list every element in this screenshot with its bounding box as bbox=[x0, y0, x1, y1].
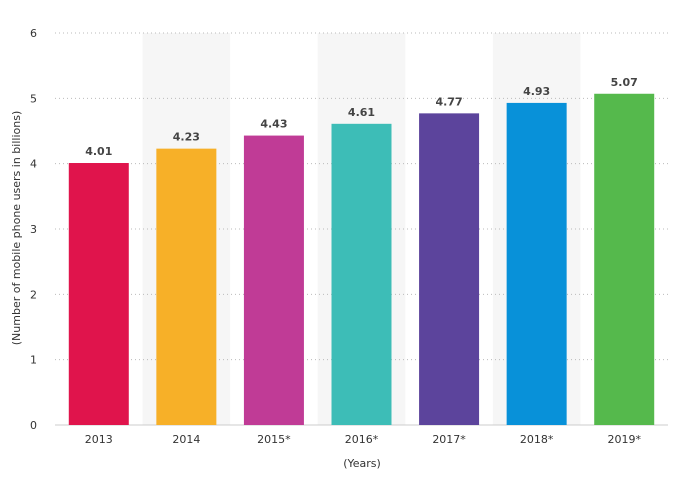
data-label: 4.77 bbox=[436, 95, 463, 108]
y-axis-ticks: 0 1 2 3 4 5 6 bbox=[30, 27, 37, 432]
data-label: 5.07 bbox=[611, 76, 638, 89]
bar bbox=[156, 148, 217, 425]
data-label: 4.93 bbox=[523, 85, 550, 98]
y-tick-label: 3 bbox=[30, 223, 37, 236]
x-tick-label: 2015* bbox=[257, 433, 291, 446]
data-label: 4.61 bbox=[348, 106, 375, 119]
x-axis-title: (Years) bbox=[343, 457, 381, 470]
y-axis-title: (Number of mobile phone users in billion… bbox=[10, 111, 23, 345]
y-tick-label: 2 bbox=[30, 288, 37, 301]
y-tick-label: 4 bbox=[30, 158, 37, 171]
y-tick-label: 0 bbox=[30, 419, 37, 432]
x-tick-label: 2017* bbox=[432, 433, 466, 446]
y-tick-label: 5 bbox=[30, 92, 37, 105]
bar bbox=[506, 102, 567, 425]
bar bbox=[331, 123, 392, 426]
x-tick-label: 2018* bbox=[520, 433, 554, 446]
bar bbox=[243, 135, 304, 425]
x-tick-label: 2016* bbox=[345, 433, 379, 446]
x-tick-label: 2014 bbox=[172, 433, 200, 446]
data-label: 4.43 bbox=[260, 118, 287, 131]
x-axis-ticks: 2013 2014 2015* 2016* 2017* 2018* 2019* bbox=[85, 433, 642, 446]
bar bbox=[68, 163, 129, 425]
y-tick-label: 1 bbox=[30, 354, 37, 367]
bars bbox=[68, 93, 655, 426]
data-labels: 4.01 4.23 4.43 4.61 4.77 4.93 5.07 bbox=[85, 76, 638, 158]
x-tick-label: 2013 bbox=[85, 433, 113, 446]
x-tick-label: 2019* bbox=[607, 433, 641, 446]
bar bbox=[594, 93, 655, 425]
y-tick-label: 6 bbox=[30, 27, 37, 40]
bar bbox=[419, 113, 480, 426]
data-label: 4.01 bbox=[85, 145, 112, 158]
data-label: 4.23 bbox=[173, 131, 200, 144]
